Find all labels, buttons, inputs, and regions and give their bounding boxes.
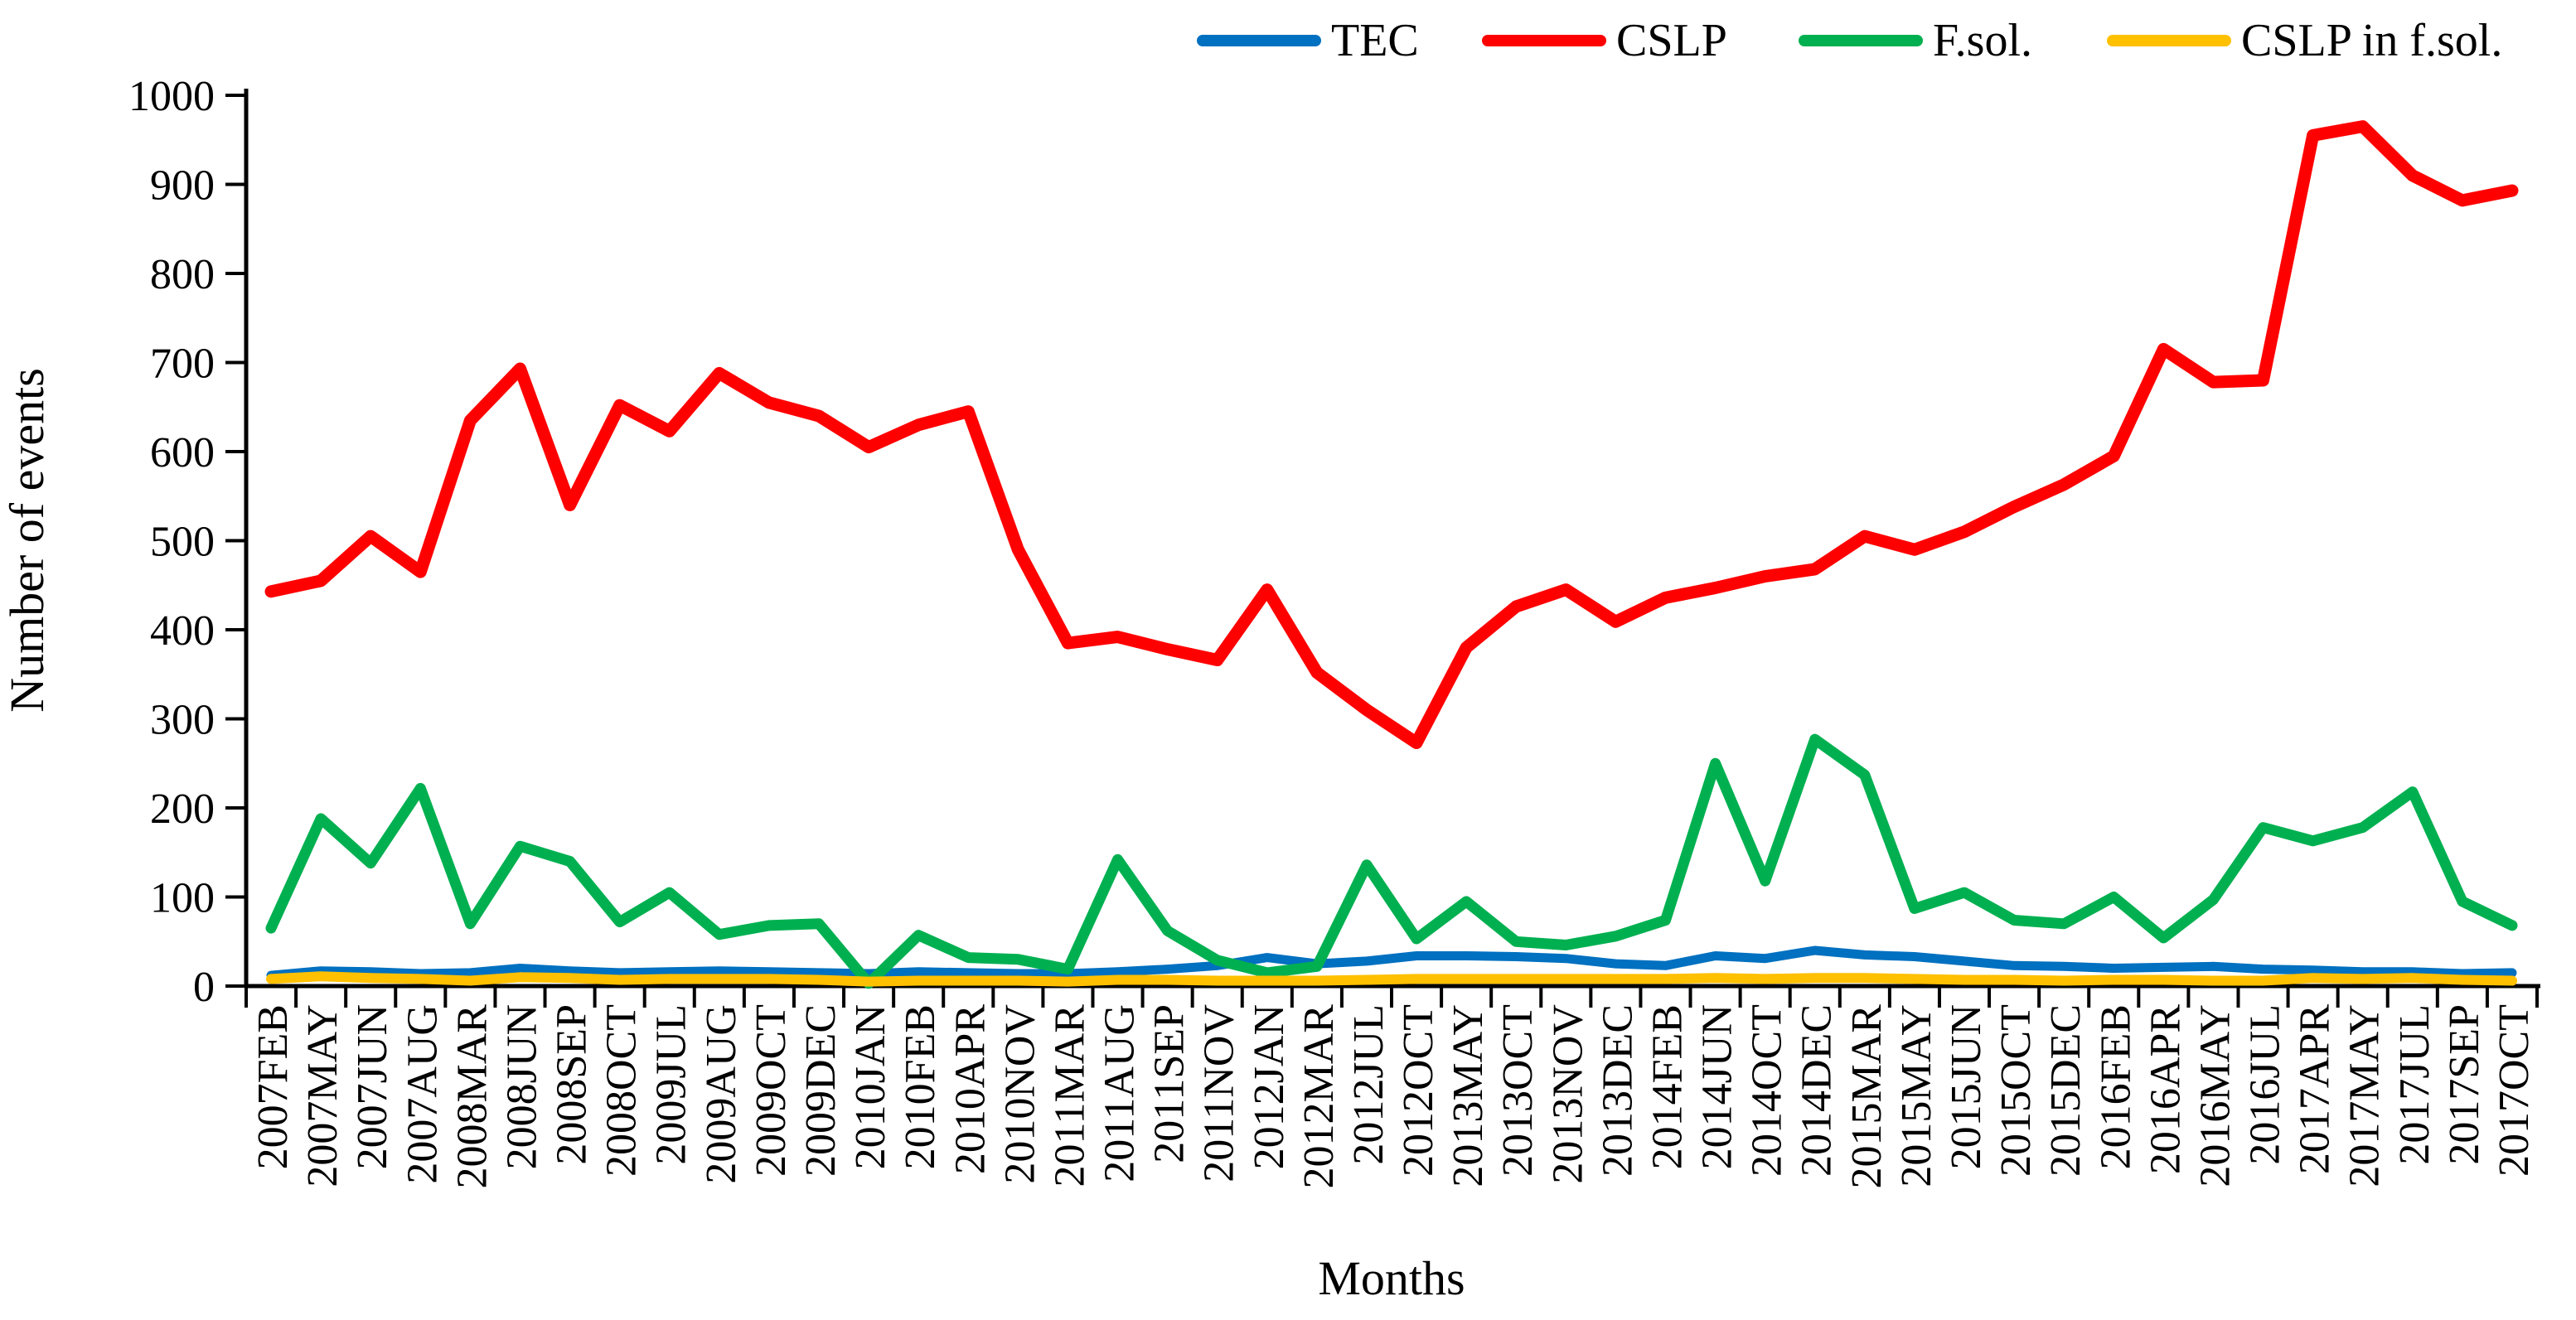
x-tick-label: 2007FEB	[249, 1004, 297, 1169]
x-tick-label: 2010FEB	[897, 1004, 944, 1169]
x-tick-label: 2014OCT	[1744, 1004, 1791, 1177]
x-tick-label: 2011AUG	[1097, 1004, 1144, 1182]
x-tick-label: 2015DEC	[2042, 1004, 2089, 1177]
y-tick-label: 900	[150, 162, 215, 210]
x-tick-label: 2009JUL	[648, 1004, 695, 1165]
x-tick-label: 2009AUG	[698, 1004, 745, 1184]
x-tick-label: 2013NOV	[1544, 1004, 1591, 1184]
x-tick-label: 2011NOV	[1196, 1004, 1243, 1182]
y-tick-label: 700	[150, 341, 215, 388]
x-tick-label: 2016FEB	[2092, 1004, 2139, 1169]
x-tick-label: 2016APR	[2142, 1004, 2189, 1174]
x-tick-label: 2008SEP	[549, 1004, 596, 1165]
x-tick-label: 2015OCT	[1993, 1004, 2040, 1177]
x-tick-label: 2017JUL	[2391, 1004, 2438, 1165]
series-line-f-sol	[265, 733, 2518, 989]
x-tick-label: 2016JUL	[2242, 1004, 2289, 1165]
x-tick-label: 2015MAR	[1843, 1004, 1891, 1189]
x-tick-label: 2007MAY	[299, 1004, 346, 1187]
x-tick-label: 2007AUG	[399, 1004, 446, 1184]
x-tick-label: 2012JAN	[1246, 1004, 1293, 1169]
y-tick-label: 800	[150, 251, 215, 298]
series-line-cslp-in-f-sol	[266, 971, 2517, 987]
y-tick-label: 600	[150, 429, 215, 476]
y-tick-label: 200	[150, 786, 215, 833]
series-line-tec	[266, 945, 2517, 980]
x-tick-label: 2010JAN	[847, 1004, 894, 1169]
x-tick-label: 2017MAY	[2341, 1004, 2389, 1187]
x-tick-label: 2011SEP	[1146, 1004, 1194, 1163]
y-tick-label: 300	[150, 697, 215, 744]
x-tick-label: 2013DEC	[1594, 1004, 1641, 1177]
y-axis-title: Number of events	[0, 368, 54, 713]
axes-layer	[225, 89, 2540, 1008]
x-axis-title: Months	[1318, 1251, 1465, 1305]
x-tick-label: 2013OCT	[1494, 1004, 1542, 1177]
x-tick-label: 2007JUN	[349, 1004, 396, 1169]
x-tick-label: 2009OCT	[748, 1004, 795, 1177]
y-tick-label: 400	[150, 607, 215, 655]
y-tick-label: 500	[150, 519, 215, 566]
x-tick-label: 2008JUN	[498, 1004, 545, 1169]
x-tick-label: 2017APR	[2292, 1004, 2339, 1174]
series-layer	[264, 120, 2519, 989]
x-tick-label: 2014FEB	[1644, 1004, 1691, 1169]
x-tick-label: 2010NOV	[996, 1004, 1043, 1184]
y-tick-label: 0	[193, 964, 215, 1011]
y-tick-label: 100	[150, 875, 215, 922]
series-line-cslp	[264, 120, 2519, 749]
x-tick-label: 2008MAR	[448, 1004, 496, 1189]
y-tick-label: 1000	[128, 73, 215, 120]
x-tick-label: 2013MAY	[1445, 1004, 1492, 1187]
x-tick-label: 2015MAY	[1893, 1004, 1940, 1187]
x-tick-label: 2015JUN	[1943, 1004, 1990, 1169]
x-tick-label: 2016MAY	[2191, 1004, 2239, 1187]
x-tick-label: 2012OCT	[1395, 1004, 1442, 1177]
x-tick-label: 2011MAR	[1046, 1004, 1093, 1187]
x-tick-label: 2017OCT	[2491, 1004, 2538, 1177]
x-tick-label: 2009DEC	[797, 1004, 845, 1177]
x-tick-label: 2012MAR	[1295, 1004, 1343, 1189]
x-tick-label: 2014DEC	[1794, 1004, 1841, 1177]
x-tick-label: 2012JUL	[1345, 1004, 1392, 1165]
x-tick-label: 2014JUN	[1694, 1004, 1741, 1169]
x-tick-label: 2017SEP	[2441, 1004, 2488, 1165]
x-tick-label: 2010APR	[947, 1004, 994, 1174]
x-tick-label: 2008OCT	[598, 1004, 646, 1177]
